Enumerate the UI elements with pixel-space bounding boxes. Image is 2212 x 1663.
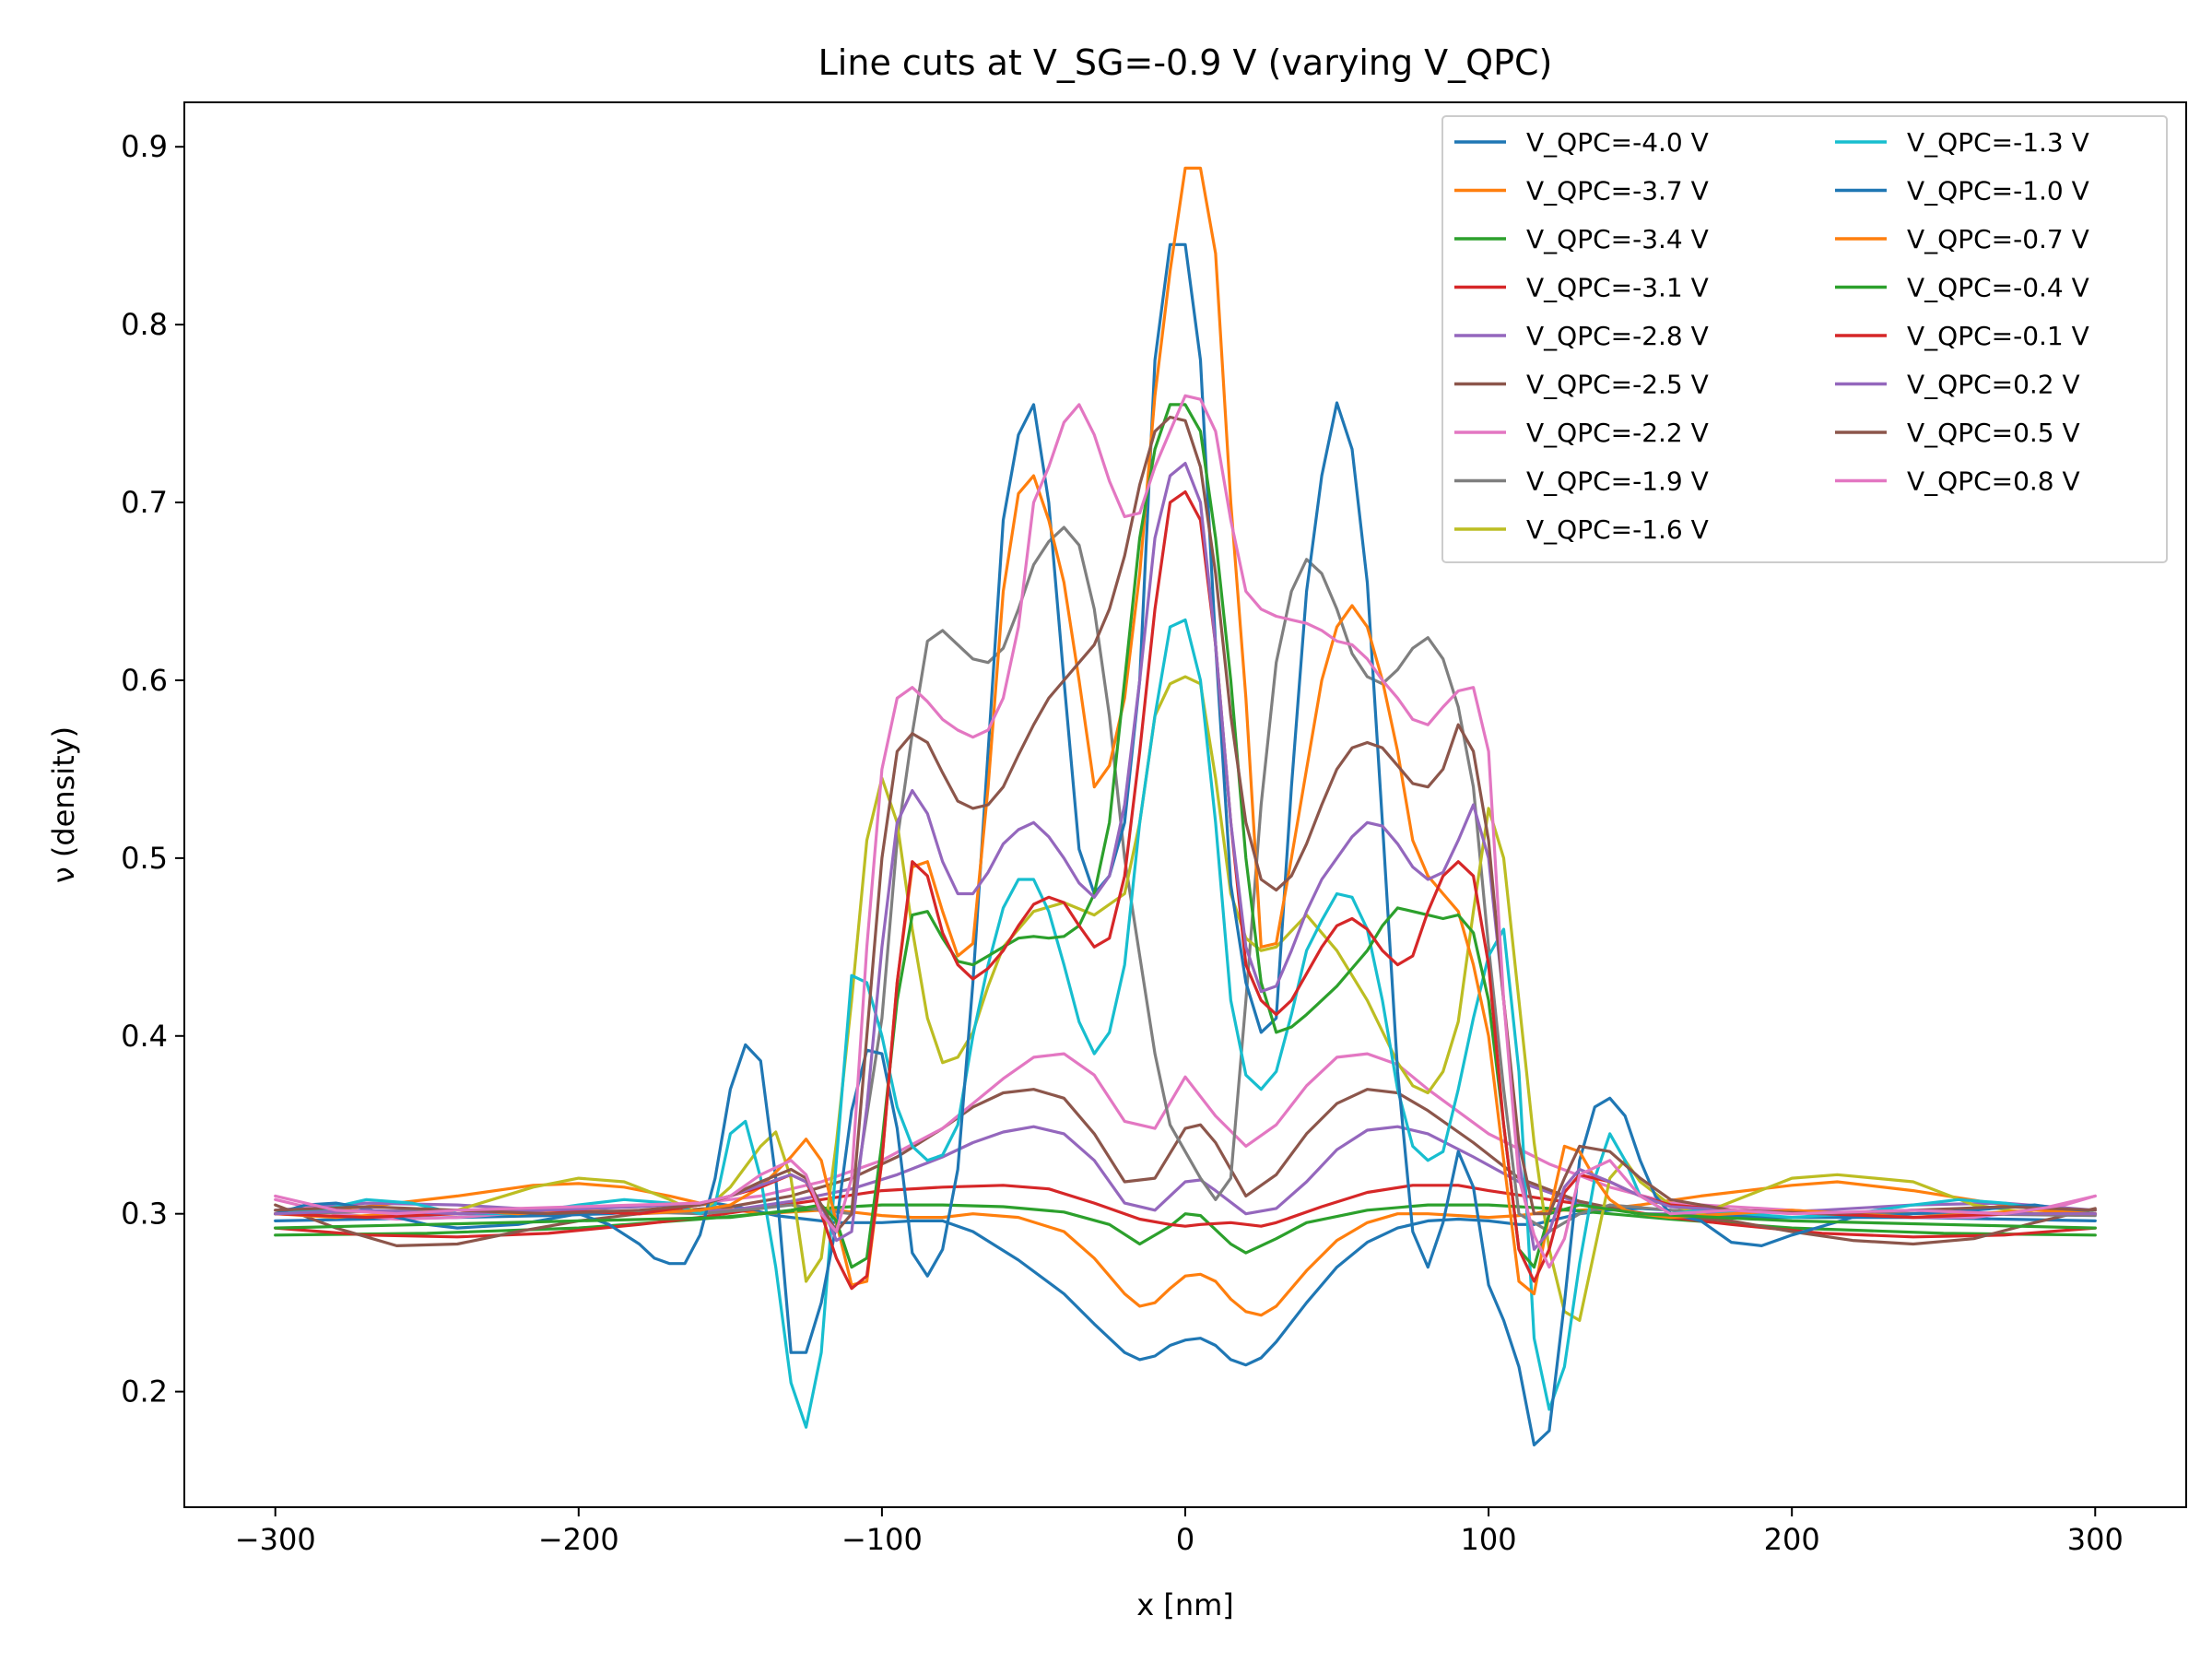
legend: V_QPC=-4.0 V V_QPC=-3.7 V V_QPC=-3.4 V V_QP… — [1441, 115, 2168, 563]
series-line-9 — [274, 618, 2097, 1429]
y-tick-label: 0.9 — [121, 129, 168, 164]
series-line-16 — [274, 394, 2097, 1269]
x-tick-label: −200 — [538, 1522, 619, 1557]
x-tick-label: 300 — [2067, 1522, 2124, 1557]
legend-label: V_QPC=-1.3 V — [1907, 127, 2089, 158]
legend-label: V_QPC=-3.1 V — [1526, 273, 1709, 303]
legend-label: V_QPC=-1.9 V — [1526, 466, 1709, 497]
y-axis-label: ν (density) — [46, 726, 81, 883]
legend-label: V_QPC=0.5 V — [1907, 418, 2080, 448]
legend-label: V_QPC=-0.1 V — [1907, 321, 2089, 351]
series-layer — [274, 166, 2097, 1447]
x-tick-label: −100 — [841, 1522, 923, 1557]
legend-label: V_QPC=0.8 V — [1907, 466, 2080, 497]
legend-label: V_QPC=-3.7 V — [1526, 176, 1709, 206]
x-axis: −300 −200 −100 0 100 200 300 — [235, 1507, 2124, 1557]
legend-label: V_QPC=0.2 V — [1907, 370, 2080, 400]
x-tick-label: 100 — [1461, 1522, 1517, 1557]
x-tick-label: 200 — [1764, 1522, 1820, 1557]
y-tick-label: 0.6 — [121, 663, 168, 698]
y-tick-label: 0.3 — [121, 1197, 168, 1232]
legend-label: V_QPC=-4.0 V — [1526, 127, 1709, 158]
y-tick-label: 0.7 — [121, 485, 168, 520]
legend-label: V_QPC=-1.0 V — [1907, 176, 2089, 206]
series-line-4 — [274, 1125, 2097, 1216]
series-line-10 — [274, 242, 2097, 1447]
y-tick-label: 0.5 — [121, 841, 168, 876]
series-line-15 — [274, 415, 2097, 1233]
chart-title: Line cuts at V_SG=-0.9 V (varying V_QPC) — [818, 42, 1553, 83]
x-tick-label: −300 — [235, 1522, 316, 1557]
x-tick-label: 0 — [1176, 1522, 1194, 1557]
legend-label: V_QPC=-3.4 V — [1526, 224, 1709, 254]
legend-label: V_QPC=-2.5 V — [1526, 370, 1709, 400]
series-line-11 — [274, 166, 2097, 1296]
legend-label: V_QPC=-1.6 V — [1526, 514, 1709, 545]
legend-label: V_QPC=-0.7 V — [1907, 224, 2089, 254]
y-axis: 0.2 0.3 0.4 0.5 0.6 0.7 0.8 0.9 — [121, 129, 184, 1409]
series-line-8 — [274, 675, 2097, 1322]
legend-label: V_QPC=-2.8 V — [1526, 321, 1709, 351]
series-line-13 — [274, 489, 2097, 1291]
y-tick-label: 0.8 — [121, 307, 168, 342]
y-tick-label: 0.4 — [121, 1019, 168, 1054]
legend-label: V_QPC=-2.2 V — [1526, 418, 1709, 448]
legend-label: V_QPC=-0.4 V — [1907, 273, 2089, 303]
y-tick-label: 0.2 — [121, 1374, 168, 1409]
x-axis-label: x [nm] — [1136, 1587, 1234, 1622]
legend-box — [1441, 115, 2168, 563]
